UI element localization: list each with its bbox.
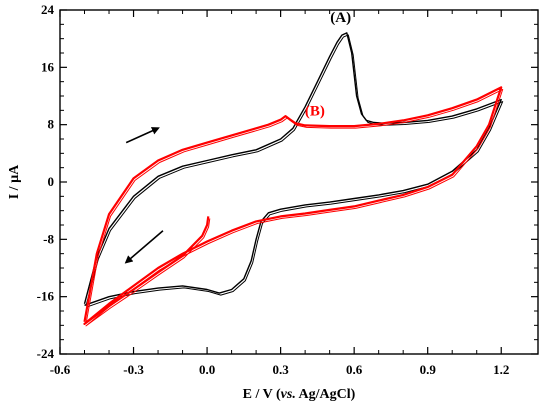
series-layer — [83, 32, 504, 327]
cv-curve-b-repeat-scan — [85, 88, 504, 327]
cv-curve-b — [83, 86, 503, 325]
y-axis-ticks: -24 -16 -8 0 8 16 24 — [37, 2, 538, 361]
scan-arrow-forward — [125, 127, 160, 144]
curve-label: (A) — [330, 10, 351, 26]
y-tick-label: -24 — [37, 346, 55, 361]
x-axis-title-part-1: E / V ( — [243, 387, 281, 402]
x-tick-label: 0.9 — [420, 362, 437, 377]
x-tick-label: -0.6 — [50, 362, 71, 377]
cv-curve-a — [83, 32, 502, 306]
y-tick-label: -16 — [37, 289, 55, 304]
x-tick-label: 1.2 — [493, 362, 509, 377]
cv-curve-a-repeat-scan — [85, 34, 504, 308]
x-axis-title-italic: vs. — [281, 387, 296, 402]
y-tick-label: 24 — [41, 2, 55, 17]
y-tick-label: 8 — [48, 117, 55, 132]
x-axis-title: E / V (vs. Ag/AgCl) — [243, 387, 356, 402]
y-tick-label: 16 — [41, 59, 55, 74]
y-tick-label: 0 — [48, 174, 55, 189]
x-axis-ticks: -0.6 -0.3 0.0 0.3 0.6 0.9 1.2 — [50, 10, 509, 377]
curve-annotations: (A) (B) — [305, 10, 351, 119]
y-tick-label: -8 — [43, 231, 54, 246]
y-axis-title: I / µA — [7, 164, 22, 199]
curve-label: (B) — [305, 103, 325, 119]
x-tick-label: 0.6 — [346, 362, 363, 377]
x-tick-label: -0.3 — [123, 362, 144, 377]
x-tick-label: 0.3 — [272, 362, 289, 377]
scan-arrow-reverse — [124, 230, 164, 264]
scan-direction-arrows — [124, 127, 164, 264]
x-tick-label: 0.0 — [199, 362, 215, 377]
x-axis-title-part-3: Ag/AgCl) — [296, 387, 356, 402]
